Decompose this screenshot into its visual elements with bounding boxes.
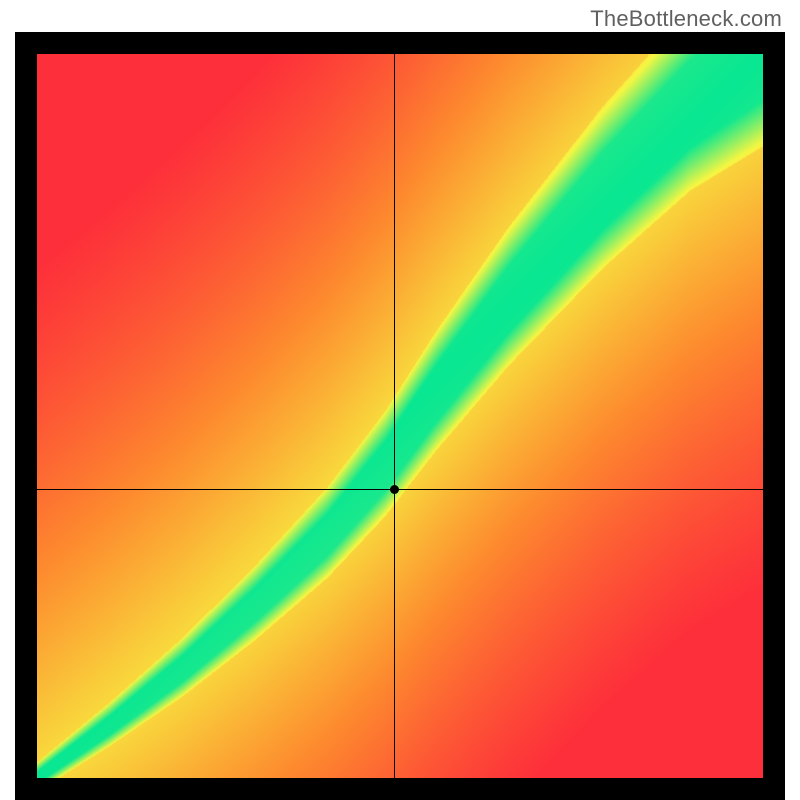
chart-container: TheBottleneck.com: [0, 0, 800, 800]
heatmap-canvas: [37, 54, 763, 778]
crosshair-horizontal: [37, 489, 763, 490]
crosshair-vertical: [394, 54, 395, 778]
plot-area: [37, 54, 763, 778]
watermark-text: TheBottleneck.com: [590, 6, 782, 32]
